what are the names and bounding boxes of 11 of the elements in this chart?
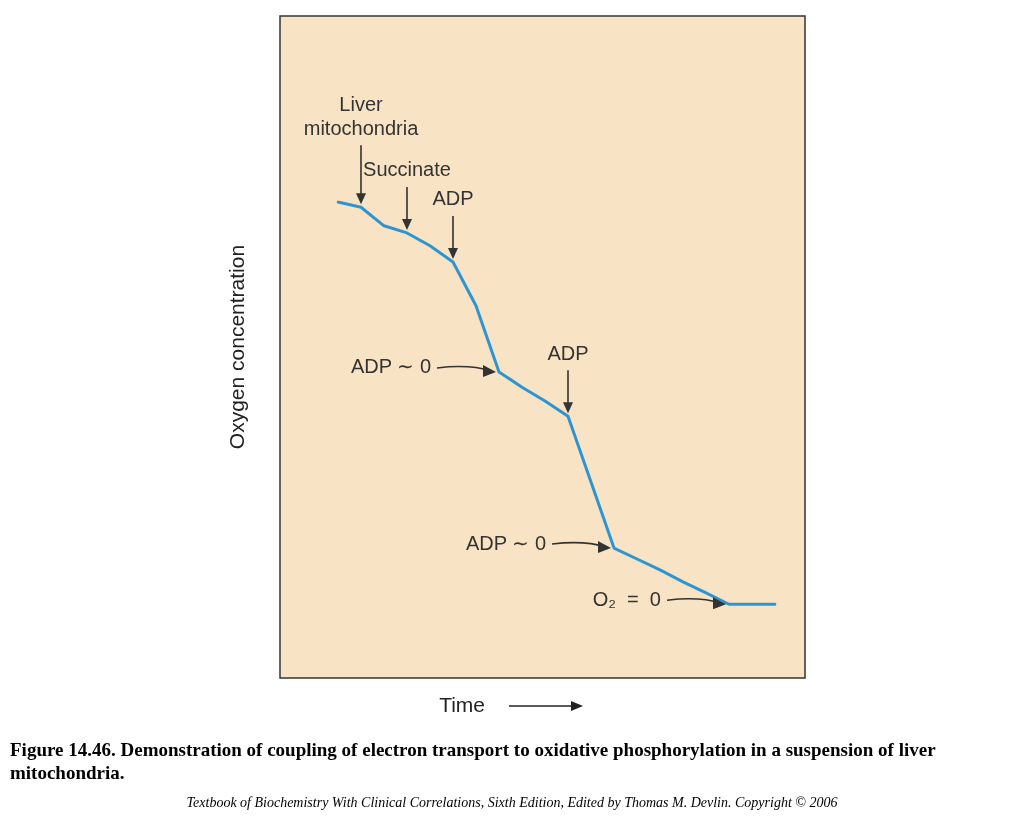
annotation: Liver mitochondria <box>303 92 420 139</box>
annotation: ADP ∼ 0 <box>351 355 431 378</box>
annotation: ADP <box>547 341 589 364</box>
y-axis-title: Oxygen concentration <box>224 244 248 450</box>
annotation: ADP <box>432 187 474 210</box>
annotation: ADP ∼ 0 <box>466 531 546 554</box>
text: Textbook of Biochemistry With Clinical Correlations, Sixth Edition, Edited by Thomas M. Devlin. Copyright © 2006 <box>185 795 839 811</box>
text: Figure 14.46. Demonstration of coupling of electron transport to oxidative phosphorylation in a suspension of liver mitochondria. <box>10 738 937 784</box>
annotation: Succinate <box>363 158 451 181</box>
annotation: O₂ = 0 <box>592 587 661 610</box>
x-axis-title: Time <box>439 693 486 716</box>
